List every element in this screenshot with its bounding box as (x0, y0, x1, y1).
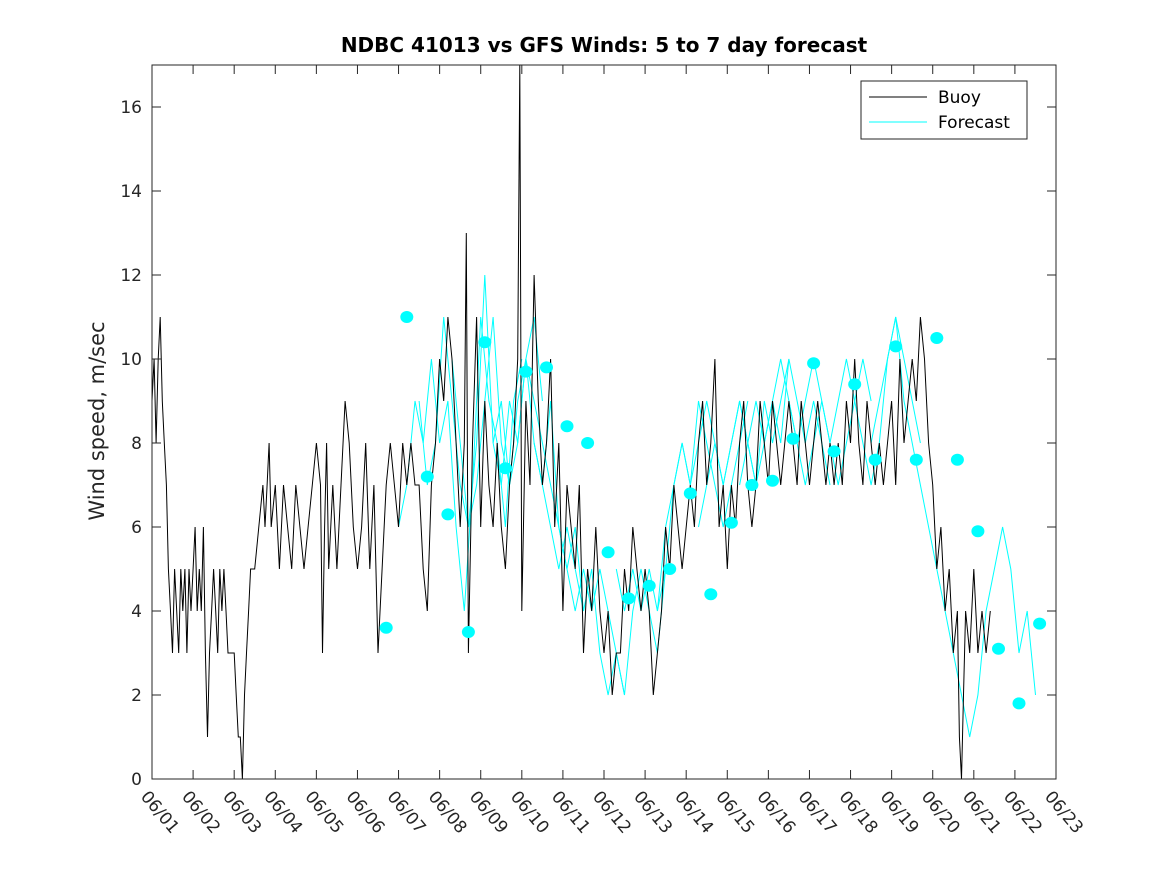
forecast-marker-19 (745, 479, 759, 491)
y-axis-label: Wind speed, m/sec (85, 321, 109, 520)
forecast-marker-15 (663, 563, 677, 575)
forecast-marker-23 (827, 445, 841, 458)
forecast-marker-7 (498, 462, 512, 475)
forecast-marker-21 (786, 432, 800, 445)
legend-label-buoy: Buoy (938, 88, 981, 108)
forecast-marker-26 (889, 340, 903, 353)
forecast-marker-1 (379, 621, 393, 634)
plot-background (152, 65, 1056, 779)
y-tick-label: 6 (131, 518, 142, 538)
y-tick-label: 8 (131, 434, 142, 454)
forecast-marker-5 (461, 626, 475, 638)
forecast-marker-32 (1012, 697, 1026, 710)
legend-label-forecast: Forecast (938, 113, 1010, 133)
forecast-marker-3 (420, 470, 434, 483)
y-tick-label: 4 (131, 602, 142, 622)
forecast-marker-13 (622, 592, 636, 605)
legend-box (860, 80, 1028, 140)
legend: Buoy Forecast (860, 80, 1028, 140)
y-tick-label: 16 (120, 98, 142, 118)
forecast-marker-20 (766, 474, 779, 487)
forecast-marker-33 (1033, 617, 1047, 630)
forecast-marker-11 (581, 437, 595, 449)
forecast-marker-2 (400, 311, 414, 323)
forecast-line-10 (788, 316, 921, 486)
forecast-marker-29 (950, 453, 964, 466)
forecast-marker-8 (519, 365, 533, 378)
series-group (152, 65, 1047, 779)
forecast-marker-9 (540, 361, 553, 374)
y-axis: 0 2 4 6 8 10 12 14 16 (120, 98, 1056, 790)
forecast-marker-16 (683, 487, 697, 500)
y-tick-label: 0 (131, 770, 142, 790)
y-tick-label: 14 (120, 182, 142, 202)
y-tick-label: 12 (120, 266, 142, 286)
forecast-marker-28 (930, 332, 944, 344)
plot-area (151, 64, 1057, 780)
forecast-marker-30 (971, 525, 985, 538)
forecast-marker-17 (704, 588, 718, 601)
forecast-marker-27 (909, 453, 923, 466)
forecast-marker-31 (992, 642, 1005, 655)
forecast-marker-18 (724, 516, 738, 529)
y-tick-label: 10 (120, 350, 142, 370)
forecast-marker-14 (642, 579, 656, 592)
forecast-marker-12 (601, 546, 615, 559)
forecast-line-8 (698, 358, 831, 528)
forecast-marker-10 (560, 420, 574, 433)
forecast-marker-4 (441, 508, 455, 521)
forecast-marker-6 (478, 336, 492, 349)
chart-title: NDBC 41013 vs GFS Winds: 5 to 7 day fore… (341, 33, 868, 57)
forecast-marker-24 (848, 378, 862, 391)
forecast-marker-22 (807, 357, 821, 370)
forecast-marker-25 (868, 453, 882, 466)
y-tick-label: 2 (131, 686, 142, 706)
